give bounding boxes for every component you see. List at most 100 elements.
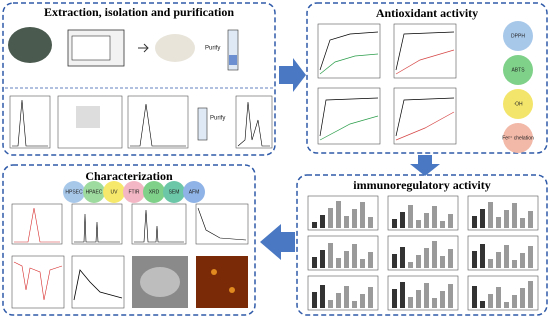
mini-bar: [520, 253, 525, 268]
extraction-illustrations: Purify Purify: [5, 27, 273, 149]
mini-bar: [472, 286, 477, 308]
mini-plot: [387, 275, 459, 311]
column-fill: [229, 55, 237, 65]
mini-bar: [336, 293, 341, 308]
method-label: HPSEC: [65, 189, 83, 195]
mini-plot: [307, 235, 379, 271]
mini-bar: [440, 256, 445, 268]
mini-bar: [360, 202, 365, 228]
mini-plot: [307, 195, 379, 231]
mini-bar: [496, 287, 501, 308]
mini-plot: [467, 235, 539, 271]
mini-bar: [528, 246, 533, 268]
step-arrow: [138, 43, 149, 53]
mini-bar: [480, 209, 485, 228]
plot-curve: [319, 53, 379, 75]
column-image: [197, 107, 208, 141]
mini-bar: [504, 245, 509, 268]
method-circle: [143, 181, 165, 203]
mini-bar: [400, 282, 405, 308]
mini-bar: [352, 209, 357, 228]
panel-title: immunoregulatory activity: [353, 178, 490, 192]
mini-plot: [9, 95, 51, 149]
mini-bar: [496, 252, 501, 268]
mini-bar: [408, 297, 413, 308]
mini-bar: [448, 214, 453, 228]
mini-plot: [393, 87, 457, 145]
mini-plot: [387, 235, 459, 271]
mini-bar: [472, 216, 477, 228]
assay-circle: [503, 89, 533, 119]
mini-bar: [408, 205, 413, 228]
mini-bar: [328, 208, 333, 228]
assay-label: Fe²⁺ chelation: [502, 135, 534, 141]
mini-bar: [320, 215, 325, 228]
mini-plot: [71, 255, 125, 309]
plot-curve: [130, 103, 186, 147]
plot-curve: [395, 97, 455, 137]
characterization-plots: [11, 203, 249, 309]
mini-plot: [467, 195, 539, 231]
mini-bar: [424, 213, 429, 228]
plot-curve: [319, 115, 379, 141]
assay-label: ABTS: [511, 67, 525, 73]
mini-bar: [320, 250, 325, 268]
plot-curve: [14, 207, 60, 243]
assay-circles: DPPH ABTS ·OH Fe²⁺ chelation: [502, 21, 534, 153]
mini-bar: [368, 217, 373, 228]
mini-bar: [312, 292, 317, 308]
mini-bar: [424, 248, 429, 268]
mini-bar: [528, 211, 533, 228]
mini-plot: [127, 95, 189, 149]
mini-bar: [352, 244, 357, 268]
mini-bar: [416, 255, 421, 268]
panel-title: Antioxidant activity: [376, 6, 478, 20]
mini-bar: [432, 206, 437, 228]
mini-bar: [488, 259, 493, 268]
arrow-right: [279, 58, 306, 92]
assay-label: ·OH: [513, 101, 523, 107]
step-label: Purify: [205, 46, 220, 52]
mini-bar: [312, 257, 317, 268]
method-label: SEM: [169, 189, 180, 195]
mini-bar: [400, 247, 405, 268]
method-circle: [63, 181, 85, 203]
method-label: AFM: [189, 189, 200, 195]
mini-plot: [317, 23, 381, 79]
mini-plot: [307, 275, 379, 311]
plot-curve: [319, 97, 379, 137]
plot-curve: [395, 111, 455, 141]
mini-plot: [317, 87, 381, 145]
mini-bar: [504, 210, 509, 228]
plot-curve: [395, 49, 455, 75]
mini-bar: [520, 288, 525, 308]
mini-plot: [467, 275, 539, 311]
step-label: Purify: [210, 116, 225, 122]
assay-label: DPPH: [511, 33, 525, 39]
mini-bar: [320, 285, 325, 308]
method-circle: [163, 181, 185, 203]
method-label: FTIR: [128, 189, 139, 195]
mini-bar: [480, 301, 485, 308]
plot-curve: [395, 31, 455, 71]
immuno-plots: [307, 195, 539, 311]
sem-inset: [76, 106, 100, 128]
method-circles: HPSEC HPAEC UV FTIR XRD SEM AFM: [63, 181, 205, 203]
mini-plot: [131, 203, 187, 245]
method-circle: [123, 181, 145, 203]
mini-bar: [344, 251, 349, 268]
mini-bar: [448, 249, 453, 268]
mini-bar: [432, 298, 437, 308]
plot-curve: [237, 101, 270, 147]
method-label: UV: [111, 189, 119, 195]
panel-title: Extraction, isolation and purification: [44, 5, 234, 19]
mini-bar: [368, 287, 373, 308]
assay-circle: [503, 123, 533, 153]
mini-bar: [400, 212, 405, 228]
afm-image: [196, 256, 248, 308]
mini-bar: [408, 262, 413, 268]
mini-bar: [496, 217, 501, 228]
arrow-down: [410, 155, 440, 176]
mini-bar: [480, 244, 485, 268]
